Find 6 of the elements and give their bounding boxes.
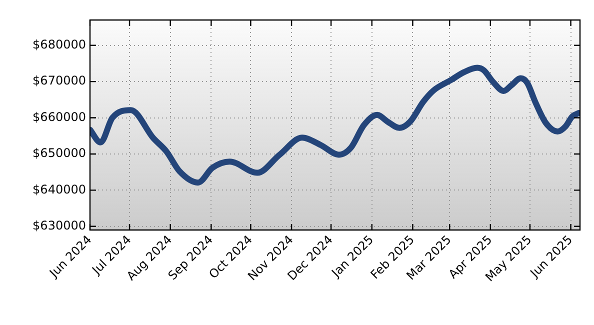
y-tick-label: $630000 [32,218,86,233]
y-tick-label: $660000 [32,110,86,124]
y-tick-label: $650000 [32,146,86,160]
y-tick-label: $680000 [32,37,86,52]
y-tick-label: $670000 [32,74,86,88]
y-tick-label: $640000 [32,182,86,196]
